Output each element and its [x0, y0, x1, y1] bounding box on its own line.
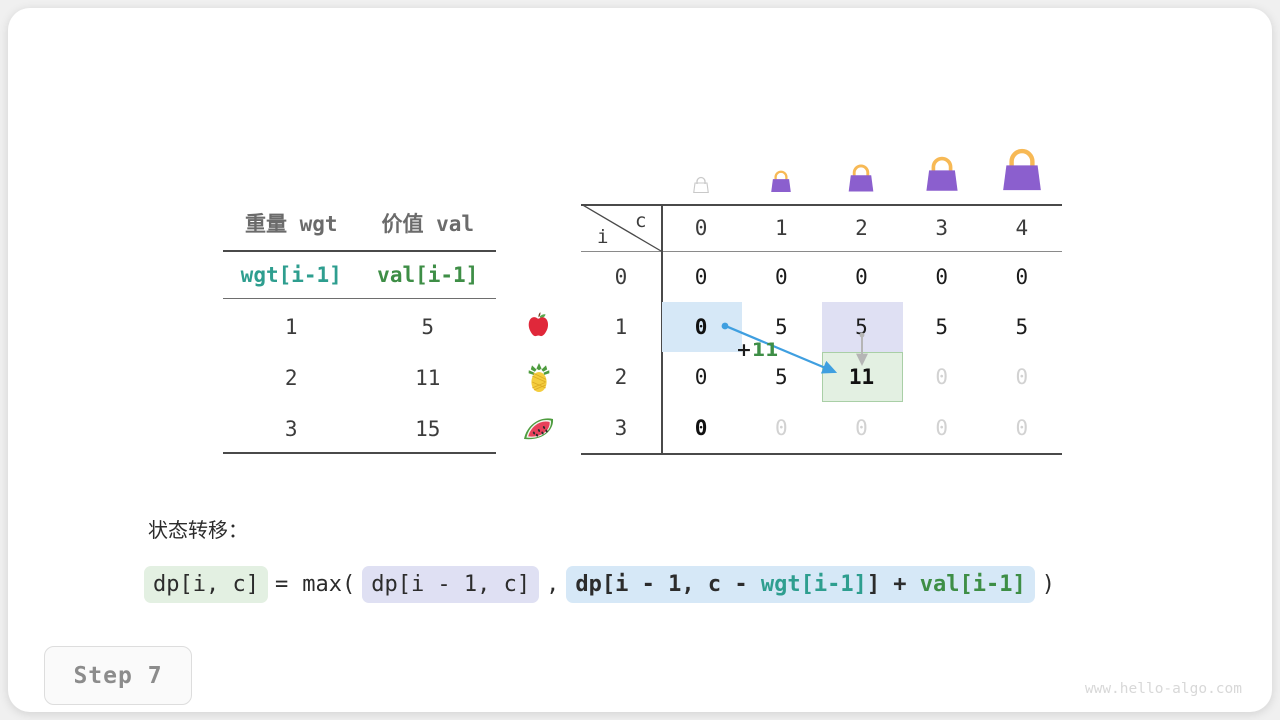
items-row: 1 5 — [223, 302, 496, 352]
dp-cell-2-0: 0 — [694, 365, 708, 390]
items-subheader-wgt: wgt[i-1] — [240, 263, 342, 287]
pineapple-icon — [513, 355, 565, 401]
dp-cell-2-3: 0 — [935, 365, 948, 390]
dp-cell-2-2: 11 — [848, 365, 875, 390]
items-subheader-val: val[i-1] — [377, 263, 479, 287]
dp-row: 1 0 5 5 5 5 — [581, 302, 1062, 353]
dp-cell-1-4: 5 — [1015, 315, 1029, 340]
formula-option-skip: dp[i - 1, c] — [362, 566, 540, 603]
dp-cell-0-0: 0 — [694, 265, 708, 290]
items-subheader-row: wgt[i-1] val[i-1] — [223, 250, 496, 300]
dp-cell-3-3: 0 — [935, 416, 948, 441]
watermark: www.hello-algo.com — [1084, 681, 1242, 697]
bag-cell-3 — [902, 134, 982, 194]
dp-row: 3 0 0 0 0 0 — [581, 403, 1062, 454]
items-rule-bottom — [223, 452, 496, 454]
bag-icon-2 — [849, 164, 874, 192]
items-row: 3 15 — [223, 404, 496, 454]
bag-icon-1 — [771, 170, 792, 192]
bag-icon-3 — [926, 156, 958, 191]
dp-rule-header — [581, 251, 1062, 253]
items-header-row: 重量 wgt 价值 val — [223, 198, 496, 248]
bag-cell-4 — [982, 134, 1062, 194]
dp-row-label-2: 2 — [614, 365, 628, 390]
dp-row: 2 0 5 11 0 0 — [581, 352, 1062, 403]
gain-annotation: +11 — [736, 339, 778, 361]
dp-col-header-1: 1 — [774, 215, 788, 240]
formula-take-val: val[i-1] — [919, 572, 1026, 597]
dp-col-header-0: 0 — [694, 215, 708, 240]
items-row: 2 11 — [223, 353, 496, 403]
dp-col-header-4: 4 — [1015, 215, 1029, 240]
dp-cell-2-4: 0 — [1015, 365, 1029, 390]
bag-icon-0 — [693, 176, 709, 194]
items-rule-mid — [223, 298, 496, 300]
dp-cell-1-0: 0 — [694, 315, 708, 340]
formula-take-mid: ] + — [866, 572, 920, 597]
item-val-1: 5 — [421, 315, 435, 339]
dp-rule-bottom — [581, 453, 1062, 455]
items-rule-top — [223, 250, 496, 252]
bag-capacity-row — [661, 134, 1062, 194]
bag-cell-2 — [821, 134, 901, 194]
dp-row: 0 0 0 0 0 0 — [581, 252, 1062, 303]
dp-rule-top — [581, 204, 1062, 206]
item-val-2: 11 — [415, 366, 441, 390]
dp-cell-0-4: 0 — [1015, 265, 1029, 290]
items-header-value: 价值 val — [381, 212, 475, 236]
items-header-weight: 重量 wgt — [244, 212, 338, 236]
dp-row-label-0: 0 — [614, 265, 628, 290]
formula-comma: , — [546, 572, 560, 597]
gain-plus-sign: + — [736, 339, 752, 361]
dp-cell-1-3: 5 — [935, 315, 948, 340]
dp-cell-3-1: 0 — [774, 416, 788, 441]
dp-cell-3-0: 0 — [694, 416, 708, 441]
dp-corner-label-i: i — [597, 226, 609, 248]
dp-cell-0-2: 0 — [855, 265, 868, 290]
step-badge: Step 7 — [44, 646, 192, 705]
watermelon-icon — [513, 406, 565, 452]
formula-equals: = — [274, 572, 289, 597]
item-wgt-3: 3 — [284, 417, 298, 441]
dp-table: c i 0 1 2 3 4 0 0 0 0 0 0 1 0 5 5 5 5 2 … — [581, 204, 1062, 455]
bag-icon-4 — [1002, 148, 1041, 191]
dp-cell-3-4: 0 — [1015, 416, 1029, 441]
formula-take-prefix: dp[i - 1, c - — [575, 572, 761, 597]
dp-rule-vertical — [661, 204, 663, 454]
dp-row-label-1: 1 — [614, 315, 628, 340]
dp-corner-diagonal-icon — [581, 204, 662, 252]
slide-card: 重量 wgt 价值 val wgt[i-1] val[i-1] 1 5 2 11… — [8, 8, 1272, 712]
transition-label: 状态转移： — [148, 518, 248, 542]
formula-target: dp[i, c] — [144, 566, 268, 603]
dp-column-header-row: 0 1 2 3 4 — [661, 204, 1062, 251]
formula-close-paren: ) — [1041, 572, 1056, 597]
formula-option-take: dp[i - 1, c - wgt[i-1]] + val[i-1] — [566, 566, 1035, 603]
dp-row-label-3: 3 — [614, 416, 628, 441]
dp-cell-0-1: 0 — [774, 265, 788, 290]
item-val-3: 15 — [415, 417, 441, 441]
dp-col-header-3: 3 — [935, 215, 948, 240]
formula-take-wgt: wgt[i-1] — [760, 572, 867, 597]
formula-max-open: max( — [302, 572, 356, 597]
item-wgt-1: 1 — [284, 315, 298, 339]
dp-cell-3-2: 0 — [855, 416, 868, 441]
bag-cell-0 — [661, 134, 741, 194]
state-transition-formula: dp[i, c] = max( dp[i - 1, c] , dp[i - 1,… — [144, 566, 1062, 603]
item-wgt-2: 2 — [284, 366, 298, 390]
gain-value: 11 — [751, 339, 779, 361]
dp-col-header-2: 2 — [855, 215, 868, 240]
dp-cell-0-3: 0 — [935, 265, 948, 290]
dp-cell-1-2: 5 — [855, 315, 868, 340]
dp-corner-label-c: c — [635, 210, 647, 232]
apple-icon — [513, 304, 565, 350]
bag-cell-1 — [741, 134, 821, 194]
